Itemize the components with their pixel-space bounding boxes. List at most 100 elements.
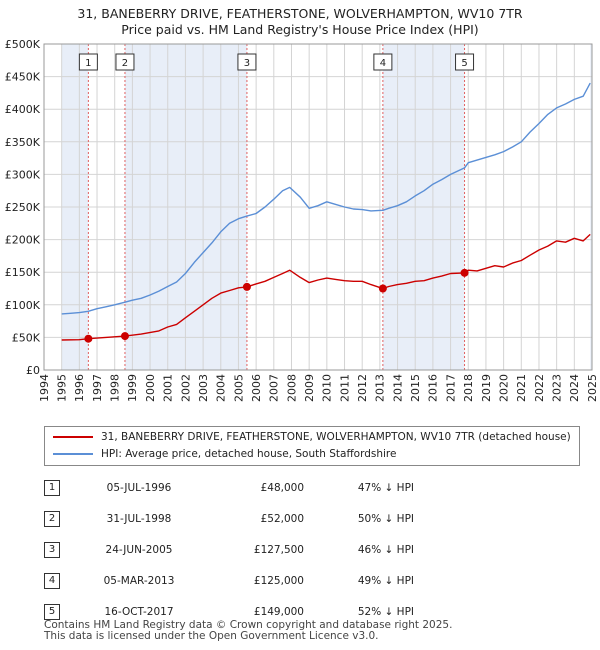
x-tick-label: 1994 — [38, 374, 51, 402]
sale-date: 31-JUL-1998 — [106, 512, 172, 525]
sale-hpi-diff: 46% ↓ HPI — [357, 543, 414, 556]
legend-item-red: 31, BANEBERRY DRIVE, FEATHERSTONE, WOLVE… — [53, 429, 571, 445]
x-tick-label: 2017 — [444, 374, 457, 402]
x-tick-label: 2007 — [268, 374, 281, 402]
sale-point — [120, 332, 129, 341]
x-tick-label: 2018 — [462, 374, 475, 402]
footer-line-1: Contains HM Land Registry data © Crown c… — [44, 619, 453, 631]
y-tick-label: £450K — [5, 71, 41, 84]
x-tick-label: 1998 — [109, 374, 122, 402]
table-row: 1 05-JUL-1996 £48,000 47% ↓ HPI — [44, 472, 414, 503]
x-tick-label: 1997 — [91, 374, 104, 402]
x-tick-label: 1995 — [56, 374, 69, 402]
sale-hpi-diff: 52% ↓ HPI — [357, 605, 414, 618]
x-tick-label: 2008 — [285, 374, 298, 402]
sale-number-box — [455, 53, 475, 71]
legend-red-label: 31, BANEBERRY DRIVE, FEATHERSTONE, WOLVE… — [101, 431, 571, 443]
x-tick-label: 2009 — [303, 374, 316, 402]
sale-date: 05-MAR-2013 — [103, 574, 175, 587]
x-tick-label: 2002 — [179, 374, 192, 402]
sale-number-box — [237, 53, 257, 71]
y-tick-label: £400K — [5, 103, 41, 116]
sale-number-label: 2 — [122, 58, 128, 69]
y-axis-tick-labels: £0 £50K £100K £150K £200K £250K £300K £350K £400… — [5, 38, 41, 377]
hpi-line — [61, 82, 591, 315]
price-chart: 1 2 3 4 5 £0 £50K £100K £150K £200K £250K £300K £35… — [5, 38, 599, 402]
legend-item-blue: HPI: Average price, detached house, Sout… — [53, 446, 396, 462]
y-tick-label: £250K — [5, 201, 41, 214]
y-tick-label: £350K — [5, 136, 41, 149]
table-row: 5 16-OCT-2017 £149,000 52% ↓ HPI — [44, 596, 414, 627]
sale-number-boxes: 1 2 3 4 5 — [78, 53, 475, 71]
chart-legend: 31, BANEBERRY DRIVE, FEATHERSTONE, WOLVE… — [44, 426, 580, 466]
sale-number-label: 5 — [461, 58, 467, 69]
table-row: 2 31-JUL-1998 £52,000 50% ↓ HPI — [44, 503, 414, 534]
legend-red-swatch — [53, 436, 93, 438]
sale-number-label: 1 — [85, 58, 91, 69]
x-tick-label: 2004 — [215, 374, 228, 402]
sale-hpi-diff: 50% ↓ HPI — [357, 512, 414, 525]
x-tick-label: 2005 — [232, 374, 245, 402]
sale-price: £48,000 — [260, 481, 304, 494]
y-tick-label: £150K — [5, 266, 41, 279]
sale-hpi-diff: 47% ↓ HPI — [357, 481, 414, 494]
x-tick-label: 2010 — [321, 374, 334, 402]
x-tick-label: 2014 — [391, 374, 404, 402]
x-tick-label: 2023 — [550, 374, 563, 402]
sale-price: £52,000 — [260, 512, 304, 525]
x-tick-label: 2012 — [356, 374, 369, 402]
table-row: 3 24-JUN-2005 £127,500 46% ↓ HPI — [44, 534, 414, 565]
x-tick-label: 2001 — [162, 374, 175, 402]
x-tick-label: 1996 — [73, 374, 86, 402]
sales-table: 1 05-JUL-1996 £48,000 47% ↓ HPI 2 31-JUL… — [44, 472, 414, 627]
x-axis-tick-labels: 1994 1995 1996 1997 1998 1999 2000 2001 2002 2003… — [38, 374, 599, 402]
legend-blue-label: HPI: Average price, detached house, Sout… — [101, 448, 397, 460]
table-row: 4 05-MAR-2013 £125,000 49% ↓ HPI — [44, 565, 414, 596]
sale-number-label: 4 — [380, 58, 386, 69]
sale-date: 24-JUN-2005 — [105, 543, 173, 556]
sale-point — [84, 334, 93, 343]
x-tick-label: 2019 — [480, 374, 493, 402]
legend-blue-swatch — [53, 453, 93, 455]
sale-point — [378, 284, 387, 293]
x-tick-label: 2021 — [515, 374, 528, 402]
x-tick-label: 2022 — [533, 374, 546, 402]
sale-number-badge: 5 — [44, 603, 60, 620]
property-price-line — [61, 233, 591, 341]
y-tick-label: £50K — [12, 331, 41, 344]
sale-date: 16-OCT-2017 — [104, 605, 174, 618]
sale-price: £149,000 — [253, 605, 304, 618]
sale-number-box — [78, 53, 98, 71]
chart-title-line-2: Price paid vs. HM Land Registry's House … — [121, 22, 479, 37]
sale-number-badge: 2 — [44, 510, 60, 527]
footer-line-2: This data is licensed under the Open Gov… — [44, 630, 379, 642]
x-tick-label: 2016 — [427, 374, 440, 402]
sale-price: £127,500 — [253, 543, 304, 556]
x-tick-label: 2003 — [197, 374, 210, 402]
x-tick-label: 2024 — [568, 374, 581, 402]
y-tick-label: £200K — [5, 234, 41, 247]
sale-number-box — [115, 53, 135, 71]
sale-hpi-diff: 49% ↓ HPI — [357, 574, 414, 587]
plot-border — [43, 43, 593, 371]
sale-number-label: 3 — [244, 58, 250, 69]
x-tick-label: 2020 — [497, 374, 510, 402]
x-tick-label: 2011 — [338, 374, 351, 402]
sale-price: £125,000 — [253, 574, 304, 587]
sale-number-badge: 4 — [44, 572, 60, 589]
x-tick-label: 2000 — [144, 374, 157, 402]
x-tick-label: 1999 — [126, 374, 139, 402]
footer-copyright: Contains HM Land Registry data © Crown c… — [44, 620, 452, 642]
sale-point — [242, 282, 251, 291]
y-tick-label: £500K — [5, 38, 41, 51]
y-tick-label: £300K — [5, 168, 41, 181]
sale-points — [84, 268, 469, 343]
y-tick-label: £0 — [26, 364, 40, 377]
series-lines — [61, 82, 591, 341]
x-tick-label: 2015 — [409, 374, 422, 402]
x-tick-label: 2013 — [374, 374, 387, 402]
sale-number-badge: 3 — [44, 541, 60, 558]
x-tick-label: 2025 — [586, 374, 599, 402]
sale-point — [460, 268, 469, 277]
sale-date: 05-JUL-1996 — [106, 481, 172, 494]
